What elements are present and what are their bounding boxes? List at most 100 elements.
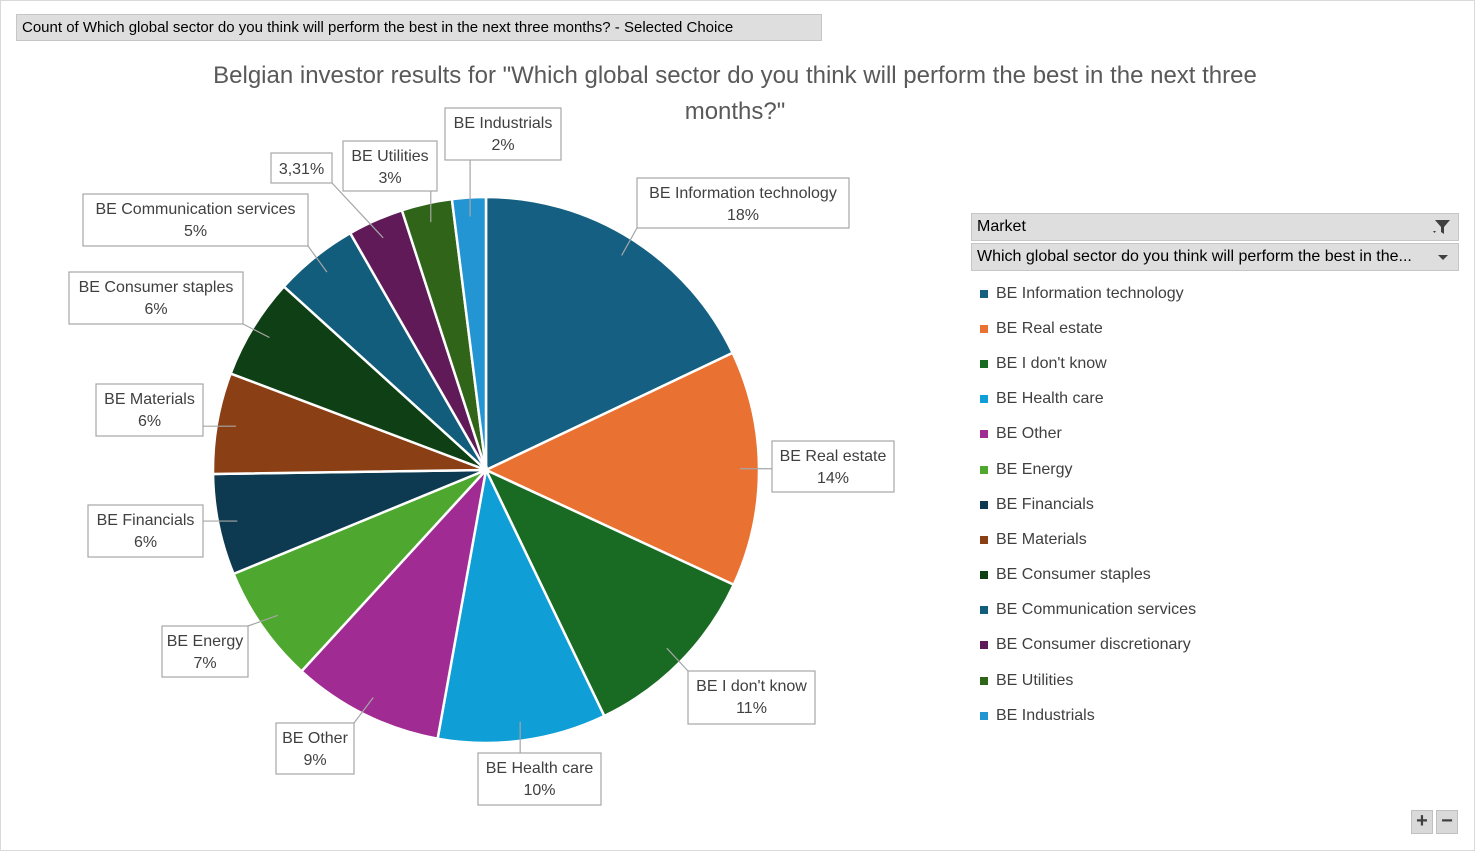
pie-slice[interactable] [484,195,735,472]
callout-leader-line [307,245,328,273]
pie-slice[interactable] [450,195,488,471]
data-label-category: BE Real estate [780,448,887,465]
sector-legend-label: Which global sector do you think will pe… [977,248,1412,265]
data-label-callout[interactable] [636,177,850,229]
data-label-category: BE Other [282,730,348,747]
legend-item[interactable]: BE Consumer discretionary [980,628,1460,663]
data-label-category: BE Consumer staples [79,279,234,296]
data-label-category: BE I don't know [696,678,807,695]
legend-item[interactable]: BE I don't know [980,346,1460,381]
chevron-down-icon[interactable] [1438,255,1448,260]
legend-item[interactable]: BE Consumer staples [980,558,1460,593]
data-label-callout[interactable] [270,152,333,184]
data-label-value: 2% [491,137,514,154]
callout-leader-line [666,647,689,672]
legend-item-label: BE Consumer discretionary [996,636,1191,654]
data-label-callout[interactable] [342,140,438,192]
legend-swatch [980,359,988,368]
legend-item-label: BE Industrials [996,706,1095,724]
data-label-value: 6% [134,534,157,551]
legend-item[interactable]: BE Real estate [980,311,1460,346]
callout-leader-line [247,614,279,627]
legend-item-label: BE Information technology [996,284,1184,302]
data-label-callout[interactable] [68,271,244,325]
collapse-button[interactable]: − [1436,810,1458,834]
legend-item-label: BE Financials [996,495,1094,513]
sector-legend-field-button[interactable]: Which global sector do you think will pe… [971,243,1459,271]
legend-item[interactable]: BE Financials [980,487,1460,522]
legend-item-label: BE Health care [996,390,1104,408]
data-label-value: 18% [727,207,759,224]
legend-item-label: BE Communication services [996,601,1197,619]
data-label-value: 3,31% [279,161,324,178]
data-label-callout[interactable] [477,752,602,806]
chart-title-line-1: Belgian investor results for "Which glob… [213,62,1257,89]
data-label-category: BE Energy [167,633,243,650]
legend-swatch [980,324,988,333]
data-label-category: BE Industrials [454,115,553,132]
data-label-callout[interactable] [161,625,249,678]
legend-swatch [980,641,988,650]
data-label-value: 9% [303,752,326,769]
chart-title: Belgian investor results for "Which glob… [160,58,1310,130]
legend-item[interactable]: BE Other [980,417,1460,452]
legend: BE Information technology BE Real estate B… [980,276,1460,733]
data-label-value: 3% [378,170,401,187]
data-label-category: BE Communication services [95,201,295,218]
legend-item-label: BE Other [996,425,1062,443]
callout-leader-line [331,182,384,239]
market-filter-button[interactable]: Market [971,213,1459,241]
pie-slice[interactable] [483,467,736,718]
legend-swatch [980,711,988,720]
data-label-category: BE Utilities [351,148,428,165]
legend-item[interactable]: BE Energy [980,452,1460,487]
data-label-callout[interactable] [87,504,204,558]
legend-item[interactable]: BE Industrials [980,698,1460,733]
pie-slice[interactable] [231,468,487,674]
data-label-value: 7% [193,655,216,672]
legend-swatch [980,395,988,404]
legend-swatch [980,571,988,580]
data-label-callout[interactable] [687,670,816,725]
legend-swatch [980,606,988,615]
legend-swatch [980,465,988,474]
expand-button[interactable]: + [1411,810,1433,834]
callout-leader-line [353,697,374,724]
data-label-value: 5% [184,223,207,240]
legend-item[interactable]: BE Materials [980,522,1460,557]
chart-title-line-2: months?" [684,98,786,125]
legend-swatch [980,430,988,439]
data-label-value: 11% [736,700,767,717]
legend-item-label: BE I don't know [996,354,1107,372]
market-filter-label: Market [977,218,1026,235]
data-label-category: BE Materials [104,391,195,408]
legend-swatch [980,500,988,509]
legend-item[interactable]: BE Information technology [980,276,1460,311]
pie-slice[interactable] [436,465,606,745]
filter-icon[interactable] [1432,217,1452,237]
callout-leader-line [621,227,638,256]
data-label-callout[interactable] [771,440,895,493]
pie-slice[interactable] [299,465,488,741]
data-label-callout[interactable] [95,383,204,437]
legend-item[interactable]: BE Communication services [980,593,1460,628]
data-label-callout[interactable] [444,107,562,161]
data-label-value: 6% [138,413,161,430]
legend-swatch [980,535,988,544]
legend-item-label: BE Real estate [996,319,1103,337]
callout-leader-line [242,323,270,339]
legend-swatch [980,289,988,298]
legend-item[interactable]: BE Utilities [980,663,1460,698]
value-field-button[interactable]: Count of Which global sector do you thin… [16,14,822,41]
legend-item-label: BE Consumer staples [996,566,1151,584]
data-label-callout[interactable] [82,193,309,247]
data-label-category: BE Financials [97,512,195,529]
data-label-value: 14% [817,470,849,487]
data-label-category: BE Health care [486,760,594,777]
data-label-value: 10% [523,782,555,799]
legend-item-label: BE Materials [996,530,1087,548]
legend-item[interactable]: BE Health care [980,382,1460,417]
data-label-callout[interactable] [275,722,355,775]
data-label-category: BE Information technology [649,185,837,202]
